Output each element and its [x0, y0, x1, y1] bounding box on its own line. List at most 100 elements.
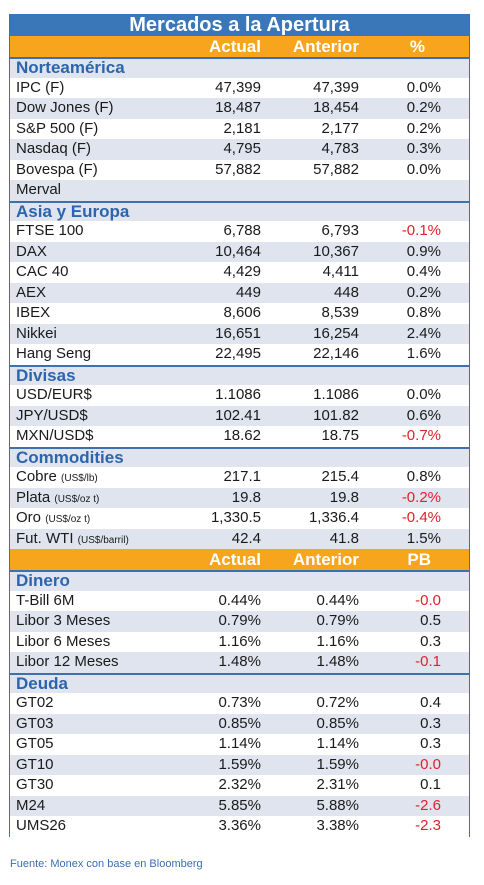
- row-unit: (US$/oz t): [45, 514, 91, 525]
- row-actual: 102.41: [215, 406, 261, 424]
- row-name: GT10: [16, 755, 54, 773]
- row-change: 0.3%: [406, 140, 441, 157]
- table-row: Bovespa (F) 57,882 57,882 0.0%: [10, 160, 469, 181]
- table-row: JPY/USD$ 102.41 101.82 0.6%: [10, 405, 469, 426]
- section-norteamerica: Norteamérica IPC (F) 47,399 47,399 0.0% Dow J…: [10, 57, 469, 201]
- section-label: Asia y Europa: [16, 201, 130, 221]
- table-row: UMS26 3.36% 3.38% -2.3: [10, 816, 469, 837]
- row-change: -0.4%: [401, 509, 441, 526]
- section-label: Dinero: [16, 571, 70, 590]
- row-name: T-Bill 6M: [16, 591, 75, 609]
- table-title: Mercados a la Apertura: [10, 14, 469, 36]
- row-anterior: 1.16%: [316, 632, 359, 650]
- row-actual: 0.85%: [218, 714, 261, 732]
- row-change: -0.1%: [401, 222, 441, 239]
- table-row: IBEX 8,606 8,539 0.8%: [10, 303, 469, 324]
- row-name: GT02: [16, 694, 54, 711]
- table-row: CAC 40 4,429 4,411 0.4%: [10, 262, 469, 283]
- row-name-text: Plata: [16, 488, 51, 506]
- row-change: 0.4: [420, 694, 441, 711]
- table-row: Libor 12 Meses 1.48% 1.48% -0.1: [10, 652, 469, 673]
- column-header-row-2: Actual Anterior PB: [10, 549, 469, 570]
- row-unit: (US$/barril): [77, 534, 129, 546]
- row-change: 1.5%: [406, 529, 441, 547]
- row-anterior: 0.44%: [316, 591, 359, 609]
- row-name: Libor 12 Meses: [16, 653, 119, 670]
- row-actual: 8,606: [223, 304, 261, 321]
- row-name: S&P 500 (F): [16, 119, 99, 137]
- row-actual: 5.85%: [218, 796, 261, 814]
- markets-table: Mercados a la Apertura Actual Anterior %…: [9, 14, 470, 837]
- table-row: GT03 0.85% 0.85% 0.3: [10, 713, 469, 734]
- row-name: Bovespa (F): [16, 160, 98, 178]
- section-header: Divisas: [10, 364, 469, 385]
- row-actual: 1.16%: [218, 632, 261, 650]
- row-change: 0.3: [420, 735, 441, 752]
- row-change: 0.0%: [406, 386, 441, 403]
- row-change: 0.1: [420, 776, 441, 793]
- row-anterior: 2,177: [321, 119, 359, 137]
- row-actual: 16,651: [215, 324, 261, 342]
- row-anterior: 215.4: [321, 468, 359, 485]
- source-footnote: Fuente: Monex con base en Bloomberg: [10, 858, 203, 870]
- row-change: 0.3: [420, 632, 441, 650]
- row-name: Nikkei: [16, 324, 57, 342]
- row-anterior: 8,539: [321, 304, 359, 321]
- row-anterior: 5.88%: [316, 796, 359, 814]
- section-header: Commodities: [10, 446, 469, 467]
- row-name: Libor 3 Meses: [16, 612, 111, 629]
- section-header: Dinero: [10, 570, 469, 591]
- row-anterior: 0.72%: [316, 694, 359, 711]
- row-name: Dow Jones (F): [16, 99, 114, 116]
- row-name: IBEX: [16, 304, 51, 321]
- row-change: -0.2%: [401, 488, 441, 506]
- row-name: Hang Seng: [16, 345, 92, 362]
- table-row: Nasdaq (F) 4,795 4,783 0.3%: [10, 139, 469, 160]
- row-anterior: 1,336.4: [308, 509, 359, 526]
- table-row: T-Bill 6M 0.44% 0.44% -0.0: [10, 591, 469, 612]
- row-actual: 1,330.5: [210, 509, 261, 526]
- row-anterior: 101.82: [313, 406, 359, 424]
- table-row: GT05 1.14% 1.14% 0.3: [10, 734, 469, 755]
- row-change: 0.0%: [406, 160, 441, 178]
- row-anterior: 19.8: [329, 488, 359, 506]
- section-header: Asia y Europa: [10, 200, 469, 221]
- row-change: 0.2%: [406, 99, 441, 116]
- row-name-with-unit: Fut. WTI (US$/barril): [16, 529, 129, 552]
- row-anterior: 0.79%: [316, 612, 359, 629]
- row-actual: 18,487: [215, 99, 261, 116]
- column-header-row: Actual Anterior %: [10, 36, 469, 57]
- row-name: Merval: [16, 181, 62, 198]
- row-change: -2.6: [415, 796, 441, 814]
- row-change: -0.0: [415, 755, 441, 773]
- row-actual: 22,495: [215, 345, 261, 362]
- row-change: -2.3: [415, 817, 441, 834]
- section-dinero: Dinero T-Bill 6M 0.44% 0.44% -0.0 Libor 3 Mes…: [10, 570, 469, 673]
- row-name: GT05: [16, 735, 54, 752]
- row-name: UMS26: [16, 817, 67, 834]
- col-pb: PB: [407, 550, 431, 569]
- row-name: AEX: [16, 283, 47, 301]
- table-row: GT30 2.32% 2.31% 0.1: [10, 775, 469, 796]
- col-actual-2: Actual: [209, 550, 261, 569]
- section-header: Deuda: [10, 672, 469, 693]
- section-label: Commodities: [16, 447, 124, 467]
- table-row: Plata (US$/oz t) 19.8 19.8 -0.2%: [10, 487, 469, 508]
- table-row: AEX 449 448 0.2%: [10, 282, 469, 303]
- table-row: Cobre (US$/lb) 217.1 215.4 0.8%: [10, 467, 469, 488]
- row-anterior: 1.48%: [316, 653, 359, 670]
- table-row: USD/EUR$ 1.1086 1.1086 0.0%: [10, 385, 469, 406]
- table-row: S&P 500 (F) 2,181 2,177 0.2%: [10, 119, 469, 140]
- section-deuda: Deuda GT02 0.73% 0.72% 0.4 GT03 0.85% 0.85% 0.3 G…: [10, 672, 469, 837]
- row-change: 0.9%: [406, 242, 441, 260]
- row-name: Libor 6 Meses: [16, 632, 111, 650]
- row-unit: (US$/lb): [61, 473, 98, 484]
- row-anterior: 4,783: [321, 140, 359, 157]
- row-name: FTSE 100: [16, 222, 84, 239]
- row-anterior: 47,399: [313, 78, 359, 96]
- table-row: Oro (US$/oz t) 1,330.5 1,336.4 -0.4%: [10, 508, 469, 529]
- row-actual: 1.14%: [218, 735, 261, 752]
- row-actual: 449: [235, 283, 261, 301]
- row-actual: 0.79%: [218, 612, 261, 629]
- row-name: M24: [16, 796, 46, 814]
